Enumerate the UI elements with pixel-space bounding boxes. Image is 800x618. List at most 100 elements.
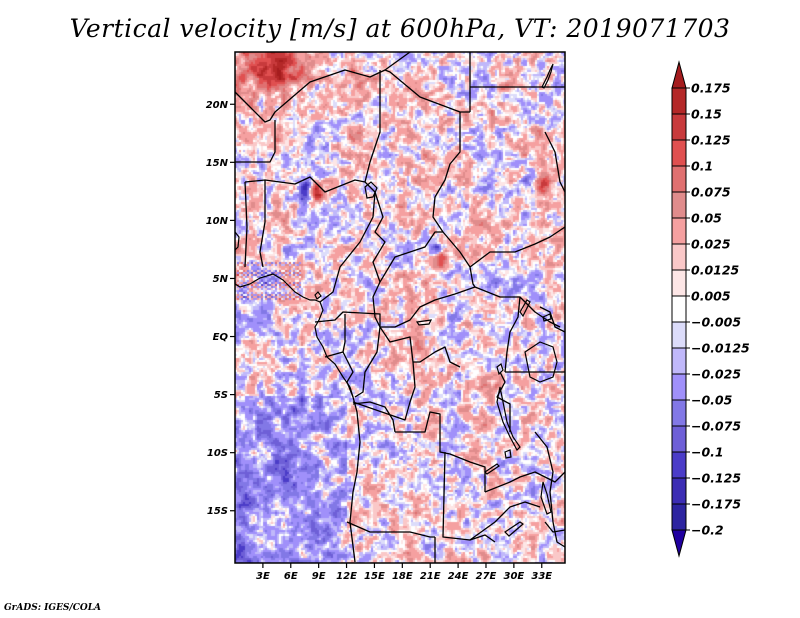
colorbar-label: 0.005: [691, 289, 731, 304]
y-tick-label: EQ: [213, 332, 229, 343]
colorbar-label: −0.2: [691, 523, 724, 538]
lake-albert: [519, 299, 531, 318]
chart-title: Vertical velocity [m/s] at 600hPa, VT: 2…: [69, 14, 731, 43]
colorbar-label: 0.05: [691, 211, 722, 226]
border-togo-benin: [244, 181, 248, 268]
y-tick-label: 10N: [206, 216, 229, 227]
lake-kivu: [496, 363, 504, 376]
border-sudan-ethiopia: [544, 131, 566, 193]
colorbar-swatch: [671, 399, 687, 427]
colorbar-swatch: [671, 269, 687, 297]
lake-mweru: [504, 449, 512, 459]
colorbar-label: −0.05: [691, 393, 733, 408]
colorbar-label: −0.175: [691, 497, 741, 512]
colorbar-swatch: [671, 87, 687, 115]
border-angola-south: [346, 521, 435, 538]
border-angola-west-coast: [349, 396, 361, 563]
colorbar-swatch: [671, 243, 687, 271]
x-tick-label: 30E: [503, 571, 524, 582]
x-tick-label: 21E: [420, 571, 441, 582]
coastline-gulf-of-guinea: [234, 273, 354, 398]
colorbar-label: 0.15: [691, 107, 722, 122]
colorbar-label: −0.0125: [691, 341, 750, 356]
y-tick-label: 20N: [206, 100, 229, 111]
colorbar-swatch: [671, 451, 687, 479]
colorbar-extend-min: [671, 529, 687, 558]
colorbar-swatch: [671, 503, 687, 531]
y-tick-label: 5N: [213, 274, 229, 285]
border-south-sudan-drc: [474, 286, 561, 328]
x-tick-label: 24E: [448, 571, 469, 582]
colorbar-swatch: [671, 477, 687, 505]
lake-tanganyika: [496, 386, 521, 451]
border-car-cameroon: [372, 281, 381, 328]
grads-credit: GrADS: IGES/COLA: [4, 603, 102, 613]
colorbar-swatch: [671, 295, 687, 323]
border-chad-sudan: [432, 112, 471, 268]
lake-mai-ndombe: [415, 319, 433, 326]
colorbar-swatch: [671, 321, 687, 349]
lake-bioko: [314, 291, 322, 300]
colorbar-label: 0.1: [691, 159, 713, 174]
lake-nasser: [541, 63, 554, 89]
border-cameroon-chad: [372, 191, 386, 283]
border-niger-chad: [364, 70, 381, 183]
border-drc-angola: [352, 401, 396, 433]
colorbar-label: −0.1: [691, 445, 724, 460]
colorbar-label: −0.005: [691, 315, 741, 330]
border-benin-nigeria: [259, 180, 266, 268]
colorbar-label: −0.025: [691, 367, 741, 382]
colorbar-label: 0.025: [691, 237, 731, 252]
border-car-chad: [379, 231, 443, 283]
lake-kariba: [504, 521, 524, 537]
country-borders: [234, 51, 566, 563]
colorbar-swatch: [671, 425, 687, 453]
map-plot-area: [234, 51, 566, 563]
border-mali-niger: [235, 120, 276, 163]
colorbar-swatch: [671, 113, 687, 141]
colorbar-label: 0.125: [691, 133, 731, 148]
colorbar-extend-max: [671, 60, 687, 89]
border-cameroon-gabon: [314, 311, 381, 327]
lake-bangweulu: [484, 463, 500, 475]
colorbar-swatch: [671, 217, 687, 245]
colorbar-label: 0.175: [691, 81, 731, 96]
border-nigeria-cameroon: [319, 191, 376, 303]
x-tick-label: 12E: [336, 571, 357, 582]
x-tick-label: 3E: [256, 571, 270, 582]
x-tick-label: 9E: [312, 571, 326, 582]
colorbar-swatch: [671, 139, 687, 167]
colorbar-swatch: [671, 373, 687, 401]
x-tick-label: 33E: [531, 571, 552, 582]
border-congo-drc: [354, 326, 381, 398]
y-tick-label: 5S: [214, 390, 228, 401]
lake-victoria: [524, 341, 558, 383]
border-drc-central: [413, 346, 461, 368]
border-tanzania-malawi: [534, 431, 566, 548]
y-tick-label: 15N: [206, 158, 229, 169]
colorbar-swatch: [671, 347, 687, 375]
border-angola-drc-south: [395, 411, 486, 492]
y-axis: 20N 15N 10N 5N EQ 5S 10S 15S: [206, 100, 235, 517]
x-tick-label: 18E: [392, 571, 413, 582]
colorbar: 0.175 0.15 0.125 0.1 0.075 0.05 0.025 0.0125 0.0…: [671, 60, 750, 558]
x-tick-label: 27E: [476, 571, 497, 582]
border-zambia-south: [469, 501, 541, 541]
border-car-south-sudan: [469, 266, 476, 288]
lake-malawi: [540, 481, 552, 515]
x-tick-label: 15E: [364, 571, 385, 582]
lake-volta: [234, 231, 240, 251]
border-south-sudan: [469, 226, 566, 268]
colorbar-label: −0.075: [691, 419, 741, 434]
y-tick-label: 10S: [207, 448, 228, 459]
border-drc-east-lakes: [504, 296, 521, 373]
border-libya-chad: [384, 51, 411, 71]
colorbar-swatch: [671, 165, 687, 193]
y-tick-label: 15S: [207, 506, 228, 517]
border-algeria-niger: [234, 69, 470, 123]
colorbar-swatch: [671, 191, 687, 219]
colorbar-label: 0.0125: [691, 263, 740, 278]
border-angola-east: [442, 451, 496, 543]
x-tick-label: 6E: [284, 571, 298, 582]
x-axis: 3E 6E 9E 12E 15E 18E 21E 24E 27E 30E 33E: [256, 563, 552, 582]
